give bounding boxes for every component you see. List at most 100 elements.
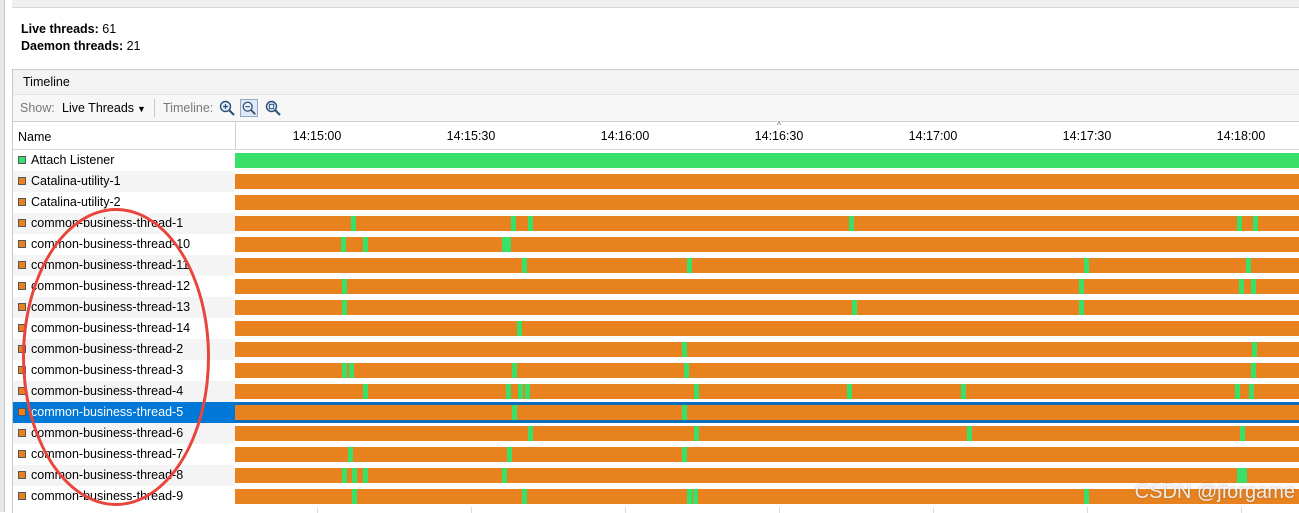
running-segment [1084,258,1089,273]
thread-timeline-cell[interactable] [235,192,1299,213]
running-segment [1251,279,1256,294]
thread-timeline-cell[interactable] [235,486,1299,507]
running-segment [1253,216,1258,231]
running-segment [522,258,527,273]
thread-row[interactable]: common-business-thread-7 [13,444,1299,465]
thread-row[interactable]: common-business-thread-1 [13,213,1299,234]
toolbar-separator [154,99,155,117]
thread-timeline-cell[interactable] [235,150,1299,171]
zoom-out-icon[interactable] [240,99,258,117]
thread-state-bar [235,216,1299,231]
running-segment [351,216,356,231]
running-segment [511,216,516,231]
show-dropdown[interactable]: Live Threads ▼ [62,101,146,115]
thread-row[interactable]: Catalina-utility-1 [13,171,1299,192]
timeline-panel-title: Timeline [13,70,1299,95]
thread-state-bar [235,363,1299,378]
thread-state-bar [235,258,1299,273]
thread-state-bar [235,384,1299,399]
thread-name-cell[interactable]: Catalina-utility-2 [13,192,235,213]
thread-timeline-cell[interactable] [235,318,1299,339]
running-segment [1237,468,1242,483]
thread-state-bar [235,489,1299,504]
thread-row[interactable]: common-business-thread-8 [13,465,1299,486]
running-segment [1239,279,1244,294]
thread-name: Attach Listener [31,153,115,167]
thread-state-icon [18,303,26,311]
chevron-down-icon: ▼ [137,104,146,114]
thread-timeline-cell[interactable] [235,276,1299,297]
running-segment [1251,363,1256,378]
thread-name-cell[interactable]: Attach Listener [13,150,235,171]
thread-row[interactable]: common-business-thread-12 [13,276,1299,297]
running-segment [341,237,346,252]
thread-summary: Live threads: 61 Daemon threads: 21 [21,21,141,55]
thread-row[interactable]: common-business-thread-5 [13,402,1299,423]
thread-timeline-cell[interactable] [235,360,1299,381]
running-segment [342,300,347,315]
thread-row[interactable]: common-business-thread-11 [13,255,1299,276]
timeline-tick-label: 14:16:30 [754,129,804,143]
watermark: CSDN @jforgame [1134,481,1295,503]
thread-row[interactable]: common-business-thread-6 [13,423,1299,444]
thread-state-icon [18,219,26,227]
timeline-header: Name 14:15:00 14:15:30 14:16:00 14:16:30 14:… [13,120,1299,150]
running-segment [1084,489,1089,504]
show-label: Show: [20,101,55,115]
running-segment [693,489,698,504]
thread-row[interactable]: Attach Listener [13,150,1299,171]
annotation-circle [22,208,210,506]
zoom-in-icon[interactable] [218,99,236,117]
thread-timeline-cell[interactable] [235,444,1299,465]
thread-timeline-cell[interactable] [235,402,1299,423]
thread-state-icon [18,240,26,248]
zoom-fit-icon[interactable] [264,99,282,117]
running-segment [682,405,687,420]
running-segment [348,447,353,462]
running-segment [694,384,699,399]
thread-row[interactable]: common-business-thread-9 [13,486,1299,507]
thread-timeline-cell[interactable] [235,381,1299,402]
running-segment [518,384,523,399]
timeline-toolbar: Show: Live Threads ▼ Timeline: [13,95,1299,122]
running-segment [349,363,354,378]
name-column-header[interactable]: Name [18,130,52,144]
running-segment [522,489,527,504]
thread-timeline-cell[interactable] [235,171,1299,192]
live-threads-line: Live threads: 61 [21,21,141,38]
running-segment [506,384,511,399]
thread-timeline-cell[interactable] [235,255,1299,276]
timeline-panel: Timeline Show: Live Threads ▼ Timeline: N… [12,69,1299,513]
panel-title-text: Timeline [23,75,70,89]
running-segment [528,216,533,231]
timeline-tick-label: 14:15:30 [446,129,496,143]
running-segment [363,384,368,399]
thread-timeline-cell[interactable] [235,465,1299,486]
running-segment [1249,384,1254,399]
thread-state-icon [18,450,26,458]
thread-timeline-cell[interactable] [235,213,1299,234]
thread-timeline-cell[interactable] [235,423,1299,444]
thread-timeline-cell[interactable] [235,339,1299,360]
running-segment [528,426,533,441]
thread-state-bar [235,468,1299,483]
thread-name-cell[interactable]: Catalina-utility-1 [13,171,235,192]
top-strip [12,0,1299,8]
running-segment [512,405,517,420]
running-segment [687,489,692,504]
column-divider[interactable] [235,122,236,149]
thread-state-bar [235,174,1299,189]
thread-state-bar [235,300,1299,315]
running-segment [1079,279,1084,294]
thread-name: Catalina-utility-2 [31,195,121,209]
thread-timeline-cell[interactable] [235,234,1299,255]
thread-row[interactable]: Catalina-utility-2 [13,192,1299,213]
thread-state-icon [18,408,26,416]
thread-timeline-cell[interactable] [235,297,1299,318]
live-threads-label: Live threads: [21,22,99,36]
running-segment [1242,468,1247,483]
running-segment [512,363,517,378]
thread-row[interactable]: common-business-thread-10 [13,234,1299,255]
timeline-zoom-label: Timeline: [163,101,214,115]
thread-state-bar [235,237,1299,252]
